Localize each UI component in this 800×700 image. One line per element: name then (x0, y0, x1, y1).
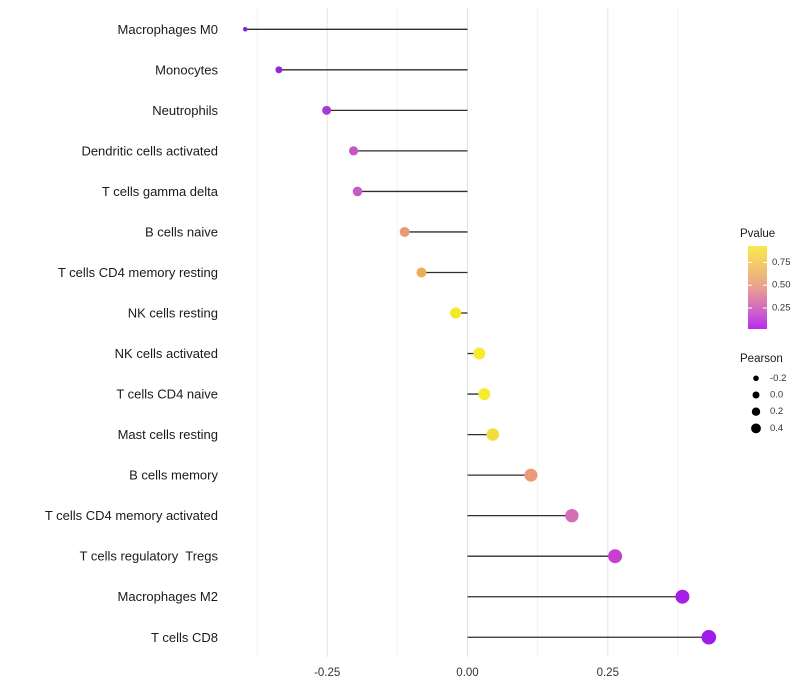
dot-7 (450, 307, 462, 319)
category-label-6: T cells CD4 memory resting (58, 265, 218, 280)
category-label-4: T cells gamma delta (102, 184, 219, 199)
dot-8 (473, 347, 486, 360)
dot-13 (608, 549, 623, 564)
pearson-legend-dot-2 (751, 407, 761, 416)
gridlines-major (326, 8, 609, 657)
category-axis-labels: Macrophages M0 Monocytes Neutrophils Dendri… (45, 22, 219, 645)
x-tick-label-0: -0.25 (314, 667, 340, 679)
dot-9 (478, 388, 491, 401)
x-tick-label-1: 0.00 (456, 667, 478, 679)
dot-14 (675, 589, 690, 604)
pearson-legend-dot-1 (752, 391, 760, 399)
pearson-legend-label-1: 0.0 (770, 390, 783, 401)
category-label-13: T cells regulatory Tregs (80, 549, 219, 564)
pvalue-colorbar (748, 246, 767, 329)
pvalue-tick-label-0: 0.75 (772, 257, 791, 268)
dot-6 (416, 267, 427, 278)
pearson-legend-dot-3 (751, 423, 761, 434)
category-label-9: T cells CD4 naive (116, 387, 218, 402)
dot-5 (399, 226, 410, 237)
legend-pearson: Pearson -0.2 0.0 0.2 0.4 (740, 353, 786, 434)
dot-3 (348, 146, 359, 156)
pearson-legend-label-2: 0.2 (770, 406, 783, 417)
dot-15 (701, 629, 717, 645)
gridlines-minor (256, 8, 679, 657)
category-label-3: Dendritic cells activated (81, 143, 218, 158)
dot-0 (242, 27, 248, 32)
x-tick-label-2: 0.25 (597, 667, 619, 679)
category-label-10: Mast cells resting (118, 427, 218, 442)
category-label-14: Macrophages M2 (118, 589, 218, 604)
pvalue-tick-label-1: 0.50 (772, 280, 791, 291)
category-label-2: Neutrophils (152, 103, 218, 118)
category-label-11: B cells memory (129, 468, 218, 483)
dot-1 (275, 66, 283, 74)
pearson-legend-label-3: 0.4 (770, 423, 783, 434)
category-label-15: T cells CD8 (151, 630, 218, 645)
lollipop-stems (245, 28, 709, 638)
pearson-legend-title: Pearson (740, 353, 783, 365)
x-axis-tick-labels: -0.25 0.00 0.25 (314, 667, 619, 679)
category-label-8: NK cells activated (115, 346, 218, 361)
category-label-1: Monocytes (155, 62, 218, 77)
pvalue-legend-title: Pvalue (740, 228, 775, 240)
dot-11 (524, 468, 538, 482)
category-label-0: Macrophages M0 (118, 22, 218, 37)
pearson-legend-label-0: -0.2 (770, 373, 786, 384)
dot-10 (486, 428, 500, 441)
category-label-7: NK cells resting (128, 306, 218, 321)
pvalue-tick-label-2: 0.25 (772, 303, 791, 314)
dot-12 (565, 508, 579, 523)
legend-pvalue: Pvalue 0.75 0.50 0.25 (740, 228, 791, 329)
lollipop-dots (242, 27, 717, 645)
category-label-5: B cells naive (145, 224, 218, 239)
dot-2 (322, 105, 332, 115)
dot-4 (352, 186, 363, 197)
pearson-legend-dot-0 (753, 375, 759, 382)
category-label-12: T cells CD4 memory activated (45, 508, 218, 523)
